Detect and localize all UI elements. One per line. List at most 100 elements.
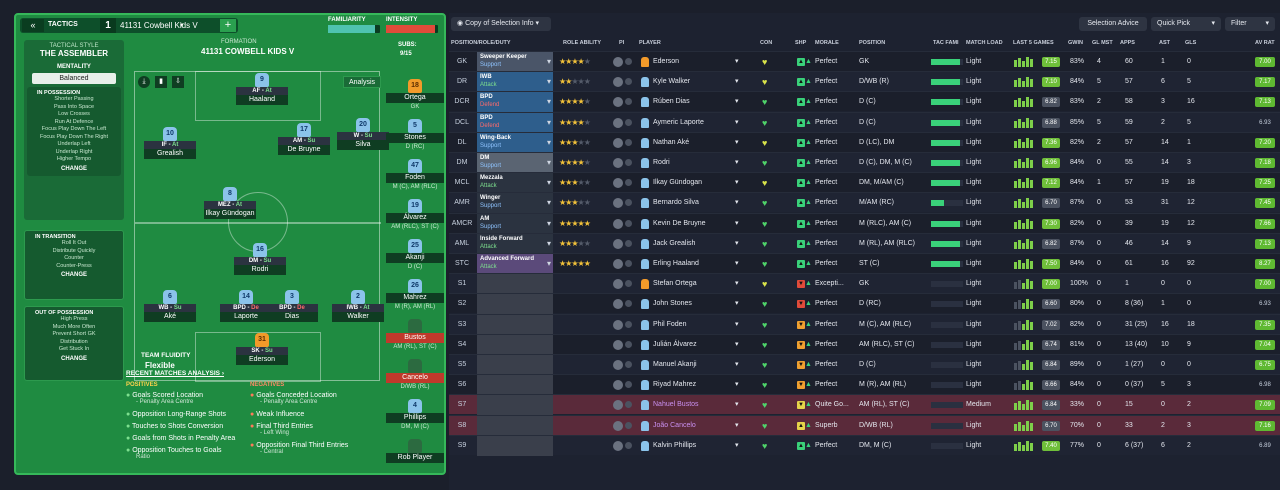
copy-selection-info-button[interactable]: ◉ Copy of Selection Info ▾ bbox=[451, 17, 551, 31]
lock-icon[interactable] bbox=[625, 300, 632, 308]
mentality-select[interactable]: Balanced bbox=[32, 73, 116, 84]
quick-pick-button[interactable]: Quick Pick ▾ bbox=[1151, 17, 1221, 31]
pi-icon[interactable] bbox=[613, 339, 623, 350]
back-button[interactable]: « bbox=[22, 19, 44, 32]
role-duty-select[interactable]: Inside Forward Attack ▾ bbox=[477, 233, 553, 254]
lock-icon[interactable] bbox=[625, 401, 632, 409]
pi-icon[interactable] bbox=[613, 178, 623, 189]
player-name[interactable]: Grealish bbox=[144, 149, 196, 159]
lock-icon[interactable] bbox=[625, 179, 632, 187]
pitch-player[interactable]: 2 IWB - At Walker bbox=[332, 290, 384, 322]
col-shp[interactable]: SHP bbox=[795, 40, 807, 46]
table-row[interactable]: S4 Julián Álvarez ▾ ♥ ▼ ▲ Perfect AM (RLC), ST … bbox=[449, 333, 1280, 355]
chevron-down-icon[interactable]: ▾ bbox=[735, 199, 739, 207]
chevron-down-icon[interactable]: ▾ bbox=[735, 118, 739, 126]
col-role-ability[interactable]: ROLE ABILITY bbox=[563, 40, 601, 46]
chevron-down-icon[interactable]: ▾ bbox=[735, 441, 739, 449]
pitch-player[interactable]: 31 SK - Su Ederson bbox=[236, 333, 288, 365]
pi-icon[interactable] bbox=[613, 360, 623, 370]
sub-name[interactable]: Stones bbox=[386, 133, 444, 143]
chevron-down-icon[interactable]: ▾ bbox=[735, 98, 739, 106]
table-row[interactable]: S5 Manuel Akanji ▾ ♥ ▼ ▲ Perfect D (C) Light 6.84… bbox=[449, 354, 1280, 375]
table-row[interactable]: MCL ★★★★★ Mezzala Attack ▾ Ilkay Gündogan ▾ ♥ ▲ ▲… bbox=[449, 172, 1280, 194]
sub-name[interactable]: Álvarez bbox=[386, 213, 444, 223]
player-name[interactable]: Laporte bbox=[220, 312, 272, 322]
lock-icon[interactable] bbox=[625, 98, 632, 106]
col-tac-fam[interactable]: TAC FAMI bbox=[933, 40, 959, 46]
player-name[interactable]: Haaland bbox=[236, 95, 288, 105]
pi-icon[interactable] bbox=[613, 57, 623, 67]
sub-player[interactable]: Bustos AM (RL), ST (C) bbox=[386, 319, 444, 350]
pi-icon[interactable] bbox=[613, 218, 623, 229]
player-name[interactable]: Ederson bbox=[236, 355, 288, 365]
chevron-down-icon[interactable]: ▾ bbox=[735, 320, 739, 328]
player-name[interactable]: Aymeric Laporte bbox=[653, 118, 704, 126]
sub-player[interactable]: 19 Álvarez AM (RLC), ST (C) bbox=[386, 199, 444, 230]
lock-icon[interactable] bbox=[625, 361, 632, 368]
sub-player[interactable]: 18 Ortega GK bbox=[386, 79, 444, 110]
table-row[interactable]: S3 Phil Foden ▾ ♥ ▼ ▲ Perfect M (C), AM (RLC) Li… bbox=[449, 313, 1280, 335]
player-name[interactable]: De Bruyne bbox=[278, 145, 330, 155]
chevron-down-icon[interactable]: ▾ bbox=[735, 300, 739, 308]
player-name[interactable]: Ilkay Gündogan bbox=[653, 179, 703, 187]
table-row[interactable]: DM ★★★★★ DM Support ▾ Rodri ▾ ♥ ▲ ▲ Perfect D (C), … bbox=[449, 152, 1280, 173]
lock-icon[interactable] bbox=[625, 138, 632, 146]
table-row[interactable]: AML ★★★★★ Inside Forward Attack ▾ Jack Greali… bbox=[449, 232, 1280, 254]
chevron-down-icon[interactable]: ▾ bbox=[735, 260, 739, 267]
player-role[interactable]: BPD - De bbox=[220, 304, 272, 312]
player-name[interactable]: Phil Foden bbox=[653, 320, 687, 328]
player-name[interactable]: Kevin De Bruyne bbox=[653, 219, 706, 227]
sub-name[interactable]: Rob Player bbox=[386, 453, 444, 463]
col-apps[interactable]: APPS bbox=[1120, 40, 1135, 46]
role-duty-select[interactable]: Advanced Forward Attack ▾ bbox=[477, 254, 553, 274]
role-duty-select[interactable] bbox=[477, 274, 553, 295]
download-icon[interactable]: ⇩ bbox=[172, 76, 184, 88]
player-name[interactable]: João Cancelo bbox=[653, 421, 696, 429]
role-duty-select[interactable]: Mezzala Attack ▾ bbox=[477, 173, 553, 194]
pitch-player[interactable]: 16 DM - Su Rodri bbox=[234, 243, 286, 275]
table-row[interactable]: DL ★★★★★ Wing-Back Support ▾ Nathan Aké ▾ ♥ ▲ ▲ Pe… bbox=[449, 131, 1280, 153]
pi-icon[interactable] bbox=[613, 380, 623, 391]
lock-icon[interactable] bbox=[625, 421, 632, 429]
table-row[interactable]: DCR ★★★★★ BPD Defend ▾ Rúben Dias ▾ ♥ ▲ ▲ Perfect D… bbox=[449, 91, 1280, 113]
add-tactic-button[interactable]: + bbox=[220, 19, 236, 32]
tactic-slot[interactable]: 1 bbox=[100, 18, 116, 33]
player-name[interactable]: Nathan Aké bbox=[653, 138, 690, 146]
lock-icon[interactable] bbox=[625, 118, 632, 126]
chevron-down-icon[interactable]: ▾ bbox=[735, 401, 739, 409]
sub-player[interactable]: Rob Player bbox=[386, 439, 444, 464]
player-name[interactable]: Rúben Dias bbox=[653, 98, 690, 106]
col-pi[interactable]: PI bbox=[619, 40, 625, 46]
role-duty-select[interactable]: AM Support ▾ bbox=[477, 213, 553, 234]
sub-player[interactable]: 47 Foden M (C), AM (RLC) bbox=[386, 159, 444, 190]
player-name[interactable]: Stefan Ortega bbox=[653, 280, 697, 288]
chevron-down-icon[interactable]: ▾ bbox=[735, 239, 739, 247]
player-name[interactable]: Ederson bbox=[653, 58, 680, 65]
player-name[interactable]: Aké bbox=[144, 312, 196, 322]
pi-icon[interactable] bbox=[613, 400, 623, 411]
sub-name[interactable]: Ortega bbox=[386, 93, 444, 103]
table-row[interactable]: DR ★★★★★ IWB Attack ▾ Kyle Walker ▾ ♥ ▲ ▲ Perfect D… bbox=[449, 71, 1280, 93]
chart-icon[interactable]: ▮ bbox=[155, 76, 167, 88]
table-row[interactable]: S2 John Stones ▾ ♥ ▼ ▲ Perfect D (RC) Light 6.60 8… bbox=[449, 293, 1280, 315]
style-name[interactable]: THE ASSEMBLER bbox=[39, 49, 109, 58]
player-role[interactable]: IWB - At bbox=[332, 304, 384, 312]
chevron-down-icon[interactable]: ▾ bbox=[735, 421, 739, 429]
col-gls[interactable]: GLS bbox=[1185, 40, 1197, 46]
role-duty-select[interactable] bbox=[477, 395, 553, 416]
player-role[interactable]: MEZ - At bbox=[204, 201, 256, 209]
table-row[interactable]: S6 Riyad Mahrez ▾ ♥ ▼ ▲ Perfect M (R), AM (RL) L… bbox=[449, 374, 1280, 396]
player-name[interactable]: Julián Álvarez bbox=[653, 340, 697, 348]
pitch-player[interactable]: 20 W - Su Silva bbox=[337, 118, 389, 150]
analysis-button[interactable]: Analysis bbox=[343, 76, 381, 88]
player-role[interactable]: AM - Su bbox=[278, 137, 330, 145]
sub-name[interactable]: Bustos bbox=[386, 333, 444, 343]
player-name[interactable]: Kalvin Phillips bbox=[653, 441, 697, 449]
chevron-down-icon[interactable]: ▾ bbox=[180, 22, 184, 29]
table-row[interactable]: AMCR ★★★★★ AM Support ▾ Kevin De Bruyne ▾ ♥ ▲ ▲ Pe… bbox=[449, 212, 1280, 234]
player-name[interactable]: Silva bbox=[337, 140, 389, 150]
player-name[interactable]: Manuel Akanji bbox=[653, 361, 697, 368]
col-av-rat[interactable]: AV RAT bbox=[1255, 40, 1275, 46]
chevron-down-icon[interactable]: ▾ bbox=[735, 280, 739, 288]
pi-icon[interactable] bbox=[613, 319, 623, 330]
